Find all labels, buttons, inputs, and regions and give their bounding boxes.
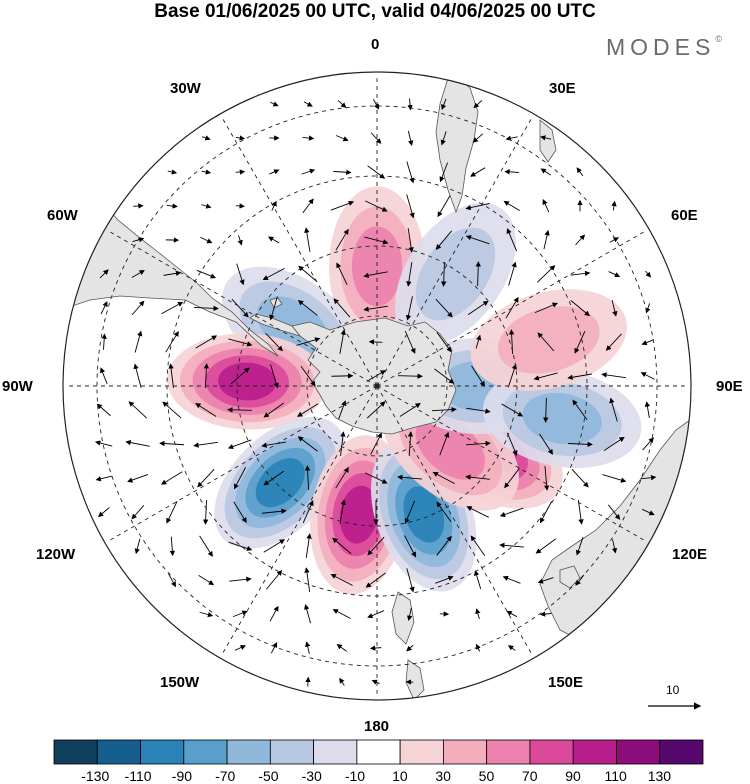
colorbar-tick-label: -90 bbox=[172, 768, 192, 784]
colorbar-swatch bbox=[314, 740, 357, 764]
colorbar-swatch bbox=[487, 740, 530, 764]
colorbar-swatch bbox=[270, 740, 313, 764]
colorbar-swatch bbox=[357, 740, 400, 764]
colorbar-tick-label: 110 bbox=[604, 768, 626, 784]
colorbar-swatch bbox=[97, 740, 140, 764]
longitude-label-30e: 30E bbox=[549, 80, 576, 97]
colorbar-swatch bbox=[530, 740, 573, 764]
colorbar-swatch bbox=[443, 740, 486, 764]
longitude-label-90w: 90W bbox=[2, 378, 33, 395]
colorbar-tick-label: -50 bbox=[258, 768, 278, 784]
colorbar-tick-label: -110 bbox=[125, 768, 152, 784]
colorbar-swatch bbox=[184, 740, 227, 764]
colorbar-tick-label: 10 bbox=[392, 768, 408, 784]
colorbar-tick-label: 90 bbox=[565, 768, 581, 784]
wind-vector bbox=[331, 376, 352, 377]
colorbar-tick-label: 130 bbox=[648, 768, 671, 784]
colorbar-swatch bbox=[660, 740, 703, 764]
wind-vector bbox=[236, 206, 244, 207]
colorbar-swatch bbox=[227, 740, 270, 764]
vector-reference-label: 10 bbox=[666, 683, 679, 697]
colorbar-swatch bbox=[616, 740, 659, 764]
colorbar-tick-label: 70 bbox=[522, 768, 538, 784]
colorbar-tick-label: -10 bbox=[345, 768, 365, 784]
colorbar-tick-label: 50 bbox=[479, 768, 495, 784]
colorbar-tick-label: -70 bbox=[215, 768, 235, 784]
colorbar-swatch bbox=[400, 740, 443, 764]
longitude-label-0: 0 bbox=[371, 36, 379, 53]
longitude-label-180: 180 bbox=[364, 718, 389, 735]
wind-vector bbox=[398, 376, 422, 377]
colorbar bbox=[54, 740, 703, 764]
longitude-label-60e: 60E bbox=[671, 207, 698, 224]
longitude-label-90e: 90E bbox=[716, 378, 743, 395]
colorbar-tick-label: 30 bbox=[435, 768, 451, 784]
longitude-label-60w: 60W bbox=[47, 207, 78, 224]
south-pole-marker bbox=[375, 384, 380, 389]
colorbar-swatch bbox=[573, 740, 616, 764]
colorbar-tick-label: -130 bbox=[81, 768, 109, 784]
longitude-label-120w: 120W bbox=[36, 546, 75, 563]
longitude-label-120e: 120E bbox=[672, 546, 707, 563]
colorbar-tick-label: -30 bbox=[302, 768, 322, 784]
colorbar-swatch bbox=[54, 740, 97, 764]
colorbar-swatch bbox=[141, 740, 184, 764]
longitude-label-150w: 150W bbox=[160, 674, 199, 691]
wind-vector bbox=[370, 342, 383, 343]
longitude-label-30w: 30W bbox=[170, 80, 201, 97]
longitude-label-150e: 150E bbox=[548, 674, 583, 691]
wind-vector bbox=[308, 678, 309, 687]
